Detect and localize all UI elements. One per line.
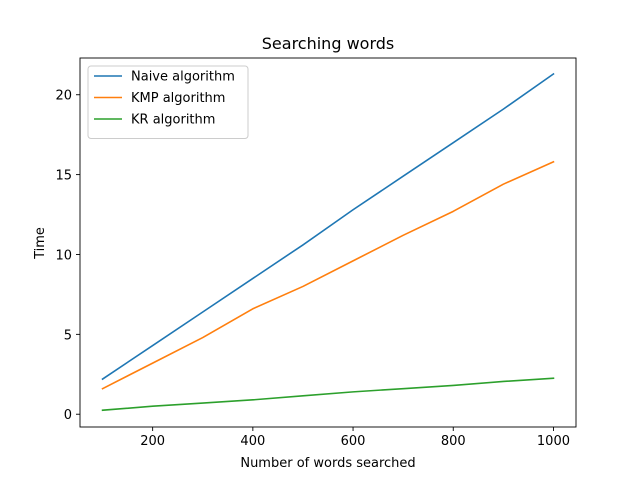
y-tick-label: 10 <box>55 248 72 263</box>
y-tick-label: 20 <box>55 89 72 104</box>
axes-layer: 200 400 600 800 1000 0 5 10 15 20 <box>55 57 577 449</box>
y-tick-label: 5 <box>64 328 72 343</box>
x-tick-label: 600 <box>341 434 366 449</box>
series-layer <box>101 72 555 412</box>
legend-label-3: KR algorithm <box>131 113 215 128</box>
x-tick-label: 1000 <box>537 434 570 449</box>
legend: Naive algorithm KMP algorithm KR algorithm <box>87 65 249 139</box>
legend-label-2: KMP algorithm <box>131 91 225 106</box>
x-axis-label: Number of words searched <box>240 456 415 471</box>
series-line-2 <box>101 160 555 390</box>
x-tick-label: 400 <box>240 434 265 449</box>
legend-label-1: Naive algorithm <box>131 70 235 85</box>
series-line-1 <box>101 72 555 381</box>
x-tick-label: 200 <box>140 434 165 449</box>
y-tick-label: 0 <box>64 408 72 423</box>
chart-title: Searching words <box>262 34 394 53</box>
y-tick-label: 15 <box>55 169 72 184</box>
series-line-3 <box>101 377 555 412</box>
x-tick-label: 800 <box>441 434 466 449</box>
legend-box <box>87 65 249 139</box>
plot-frame <box>79 57 577 428</box>
y-axis-label: Time <box>33 227 48 260</box>
